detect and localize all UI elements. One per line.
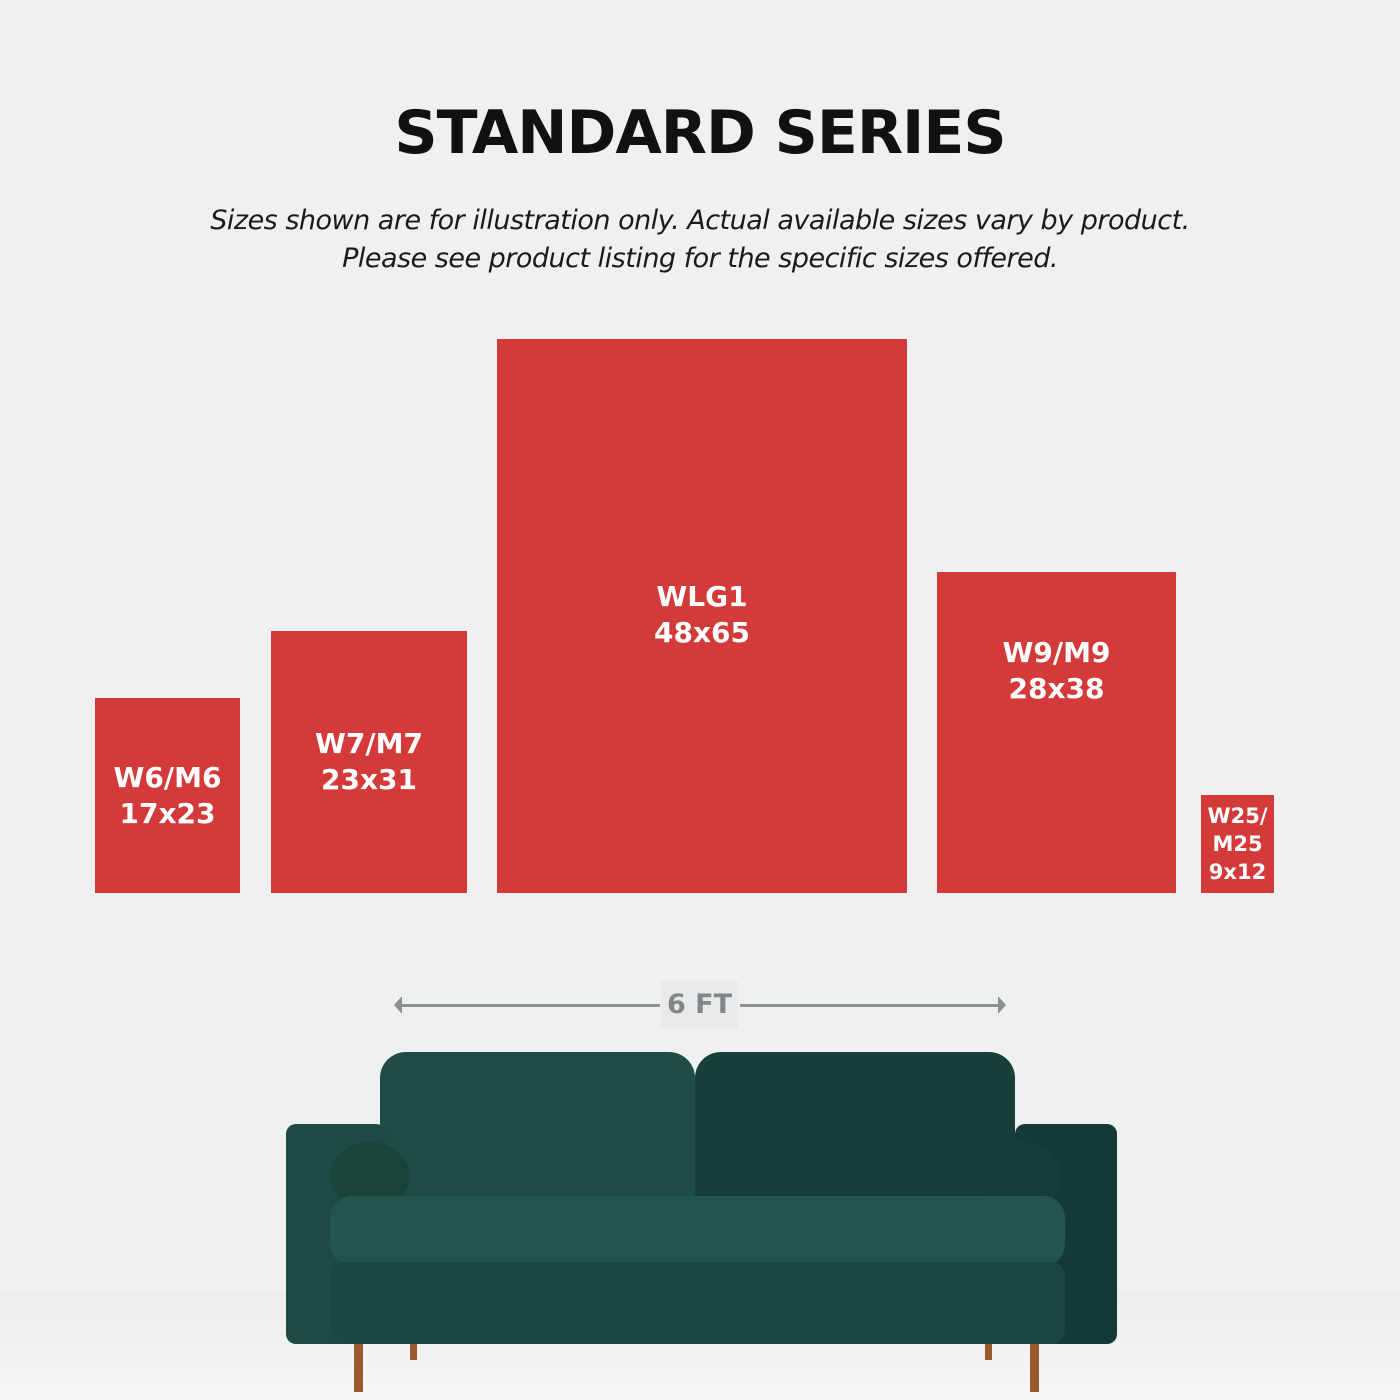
size-box-wlg1: WLG1 48x65 (497, 339, 907, 893)
scale-label: 6 FT (661, 981, 738, 1029)
size-code: W7/M7 (315, 727, 423, 760)
arrowheads-icon (394, 996, 1006, 1014)
subtitle-line-2: Please see product listing for the speci… (342, 243, 1058, 274)
size-dims: 48x65 (654, 616, 750, 649)
size-code: W25/ (1207, 804, 1268, 828)
size-box-w9: W9/M9 28x38 (937, 572, 1176, 893)
size-code: W6/M6 (113, 760, 222, 794)
size-box-w7: W7/M7 23x31 (271, 631, 467, 893)
scale-arrow-left (398, 1004, 660, 1007)
page-title: STANDARD SERIES (394, 98, 1006, 168)
size-box-w25: W25/ M25 9x12 (1201, 795, 1274, 893)
scale-arrow-right (740, 1004, 1002, 1007)
size-dims: 23x31 (321, 763, 417, 796)
size-dims: 17x23 (119, 796, 216, 830)
size-box-w6: W6/M6 17x23 (95, 698, 240, 893)
size-code-2: M25 (1212, 832, 1263, 856)
size-dims: 28x38 (1008, 671, 1105, 705)
size-code: WLG1 (656, 580, 748, 613)
size-code: W9/M9 (1002, 635, 1111, 669)
subtitle-line-1: Sizes shown are for illustration only. A… (210, 205, 1190, 236)
size-dims: 9x12 (1208, 860, 1267, 884)
sofa-image (286, 1052, 1117, 1392)
